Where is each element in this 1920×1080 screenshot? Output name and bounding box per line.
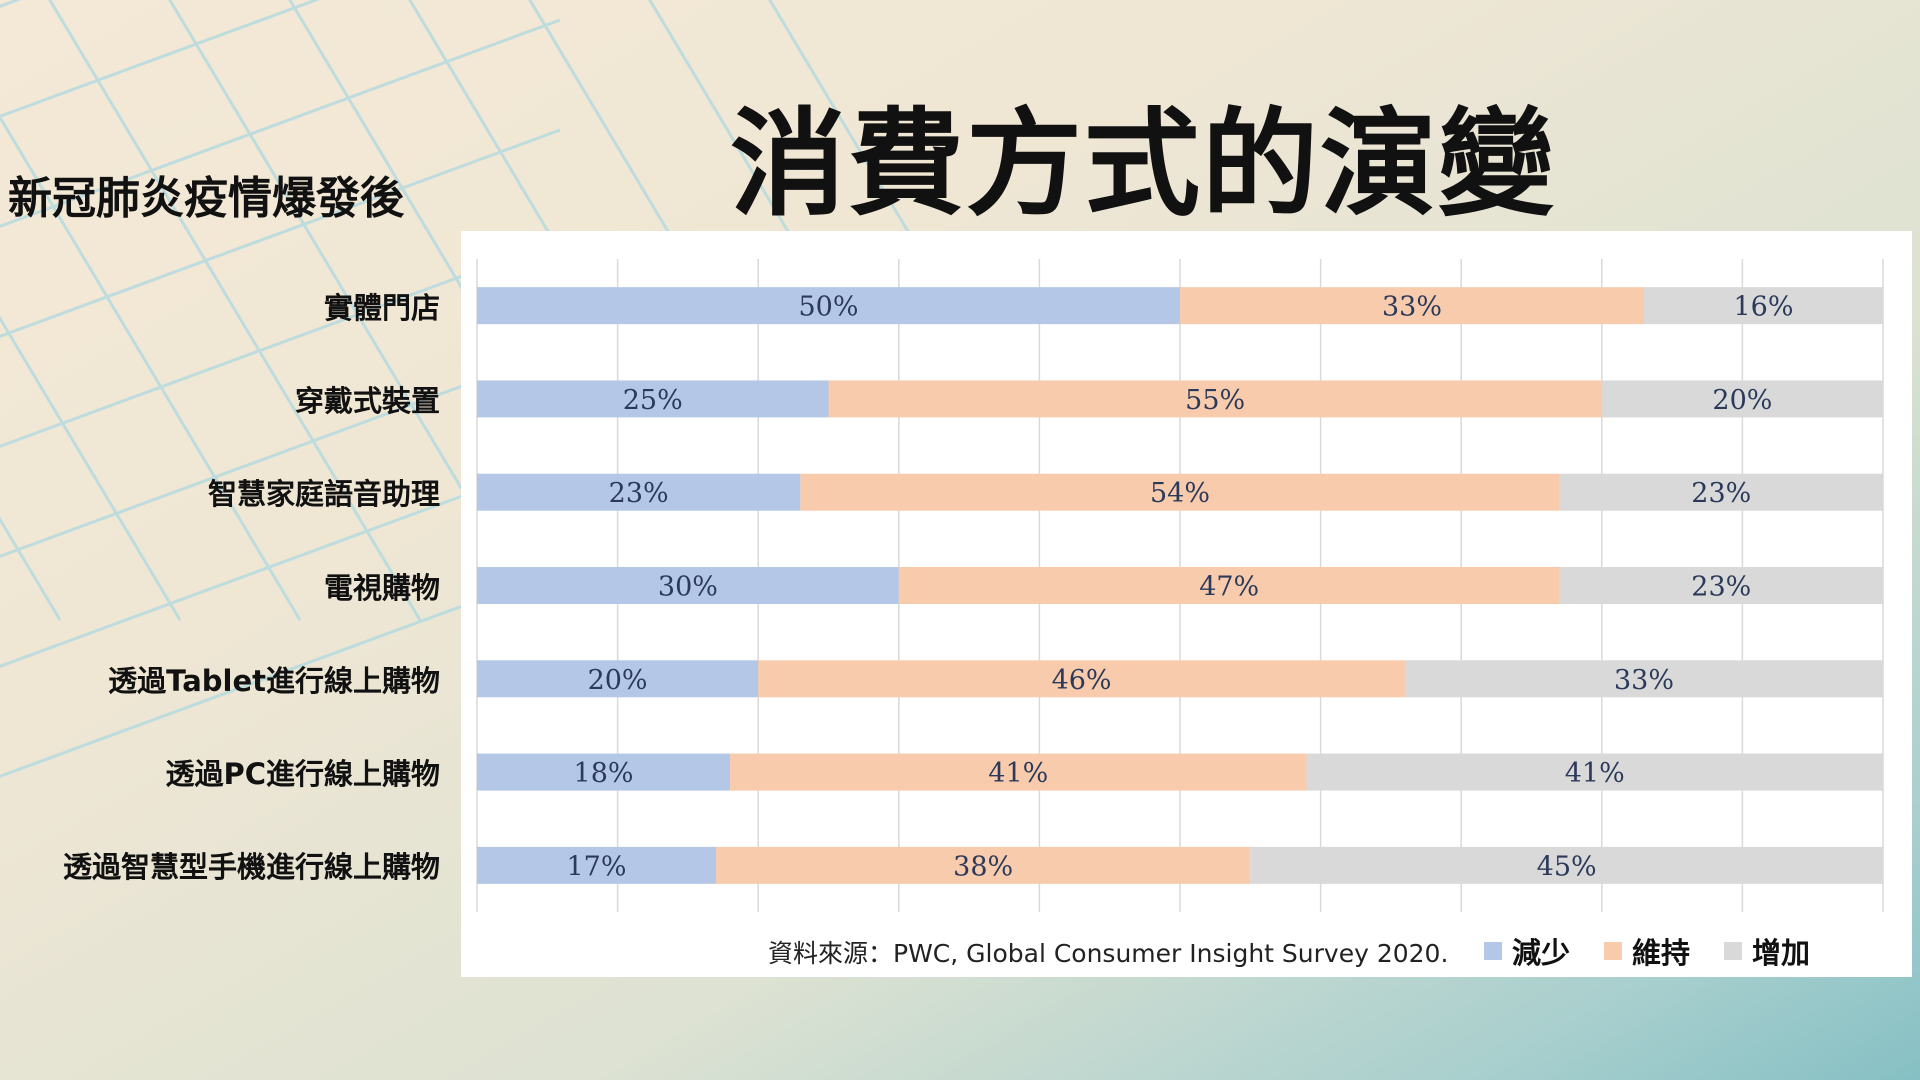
- data-label: 55%: [1185, 385, 1245, 416]
- category-label: 電視購物: [323, 570, 440, 605]
- background-grid-line: [0, 458, 561, 668]
- legend-item-maintain: 維持: [1604, 930, 1690, 972]
- category-label: 實體門店: [323, 290, 440, 325]
- bar-row: 25% 55% 20%: [477, 380, 1883, 418]
- page-title: 消費方式的演變: [730, 97, 1556, 232]
- background-grid-line: [0, 0, 321, 118]
- bar-segment: [477, 660, 759, 698]
- legend-item-decrease: 減少: [1484, 930, 1570, 972]
- bar-segment: [1643, 287, 1883, 325]
- bar-row: 50% 33% 16%: [477, 287, 1883, 325]
- background-grid-line: [0, 18, 561, 228]
- bar-segment: [1180, 287, 1644, 325]
- data-label: 30%: [658, 572, 718, 603]
- bar-segment: [477, 567, 899, 604]
- bar-segment: [1559, 473, 1883, 511]
- category-label: 穿戴式裝置: [294, 383, 440, 418]
- data-label: 33%: [1382, 292, 1442, 323]
- data-label: 47%: [1199, 572, 1259, 603]
- category-label: 透過智慧型手機進行線上購物: [62, 850, 440, 885]
- bar-segment: [477, 380, 829, 418]
- source-note: 資料來源：PWC, Global Consumer Insight Survey…: [768, 939, 1449, 968]
- background-grid-line: [48, 0, 422, 621]
- bar-row: 17% 38% 45%: [477, 846, 1883, 884]
- bar-segment: [730, 753, 1307, 791]
- legend-label-maintain: 維持: [1632, 936, 1691, 970]
- category-label: 透過PC進行線上購物: [165, 757, 440, 792]
- data-label: 20%: [588, 665, 648, 696]
- bar-segment: [1601, 380, 1883, 418]
- legend-swatch-maintain: [1604, 942, 1623, 960]
- category-label: 智慧家庭語音助理: [207, 477, 440, 512]
- bar-row: 23% 54% 23%: [477, 473, 1883, 511]
- background-grid-line: [0, 128, 561, 338]
- bar-segment: [1404, 660, 1883, 698]
- bar-segment: [1250, 846, 1883, 884]
- bar-segment: [898, 567, 1560, 604]
- bar-segment: [477, 287, 1180, 325]
- background-grid-line: [0, 348, 561, 558]
- bar-segment: [828, 380, 1602, 418]
- background-grid-line: [0, 315, 182, 621]
- data-label: 17%: [567, 851, 627, 882]
- bar-segment: [1306, 753, 1883, 791]
- background-grid-line: [0, 114, 302, 621]
- background-grid-line: [0, 238, 561, 448]
- bar-row: 18% 41% 41%: [477, 753, 1883, 791]
- bar-segment: [477, 473, 801, 511]
- data-label: 50%: [798, 292, 858, 323]
- data-label: 54%: [1150, 478, 1210, 509]
- data-label: 41%: [988, 758, 1048, 789]
- bar-segment: [800, 473, 1560, 511]
- legend-swatch-increase: [1724, 942, 1743, 960]
- data-label: 38%: [953, 851, 1013, 882]
- data-label: 45%: [1537, 851, 1597, 882]
- bar-segment: [477, 753, 731, 791]
- category-label: 透過Tablet進行線上購物: [108, 663, 440, 698]
- data-label: 20%: [1712, 385, 1772, 416]
- data-label: 41%: [1565, 758, 1625, 789]
- data-label: 23%: [609, 478, 669, 509]
- bar-segment: [1559, 567, 1883, 604]
- bar-segment: [716, 846, 1251, 884]
- data-label: 46%: [1052, 665, 1112, 696]
- page-subtitle: 新冠肺炎疫情爆發後: [8, 173, 404, 224]
- bar-row: 30% 47% 23%: [477, 567, 1883, 604]
- bar-row: 20% 46% 33%: [477, 660, 1883, 698]
- data-label: 16%: [1733, 292, 1793, 323]
- legend-label-increase: 增加: [1752, 936, 1811, 970]
- legend-swatch-decrease: [1484, 942, 1502, 960]
- bar-segment: [758, 660, 1405, 698]
- data-label: 33%: [1614, 665, 1674, 696]
- data-label: 18%: [574, 758, 634, 789]
- data-label: 23%: [1691, 572, 1751, 603]
- chart-legend: 減少 維持 增加: [1484, 930, 1810, 972]
- data-label: 25%: [623, 385, 683, 416]
- legend-item-increase: 增加: [1724, 930, 1810, 972]
- legend-label-decrease: 減少: [1512, 936, 1571, 970]
- bar-segment: [477, 846, 717, 884]
- data-label: 23%: [1691, 478, 1751, 509]
- background-grid-line: [0, 568, 561, 778]
